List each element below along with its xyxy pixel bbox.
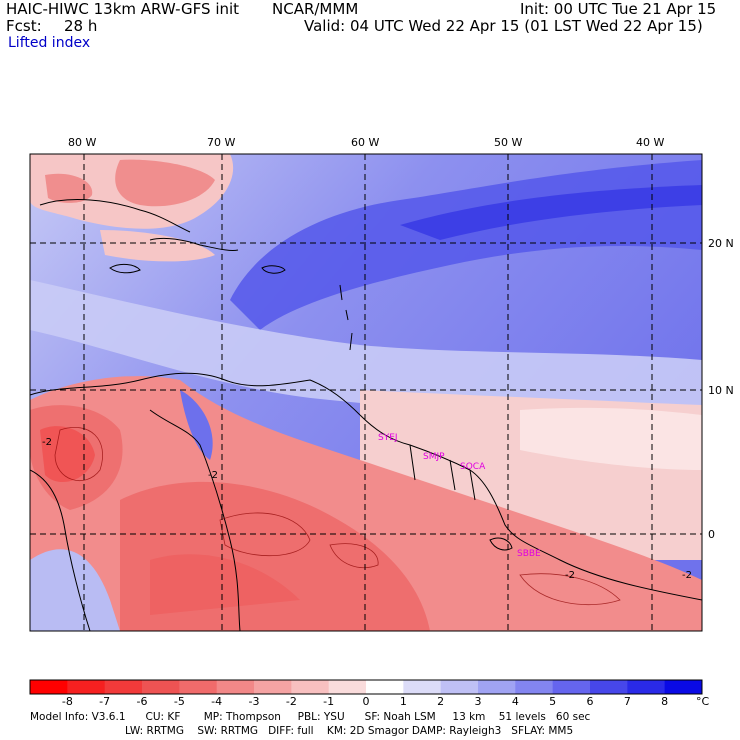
colorbar-swatch (67, 680, 106, 694)
colorbar-tick-label: 1 (399, 695, 407, 708)
colorbar-swatch (30, 680, 68, 694)
colorbar-tick-label: -4 (211, 695, 223, 708)
forecast-label: Fcst: (6, 17, 42, 35)
colorbar-swatch (179, 680, 218, 694)
lat-label: 20 N (708, 237, 734, 250)
colorbar-tick-label: -7 (99, 695, 111, 708)
colorbar-tick-label: 0 (362, 695, 370, 708)
colorbar-swatch (627, 680, 666, 694)
contours (54, 427, 621, 606)
colorbar-swatch (142, 680, 180, 694)
colorbar-swatch (440, 680, 479, 694)
lat-label: 10 N (708, 384, 734, 397)
colorbar-tick-label: -3 (248, 695, 260, 708)
map-frame (29, 153, 703, 632)
lon-label: 70 W (207, 136, 236, 149)
contour-label: -2 (42, 437, 52, 448)
colorbar-tick-label: 4 (511, 695, 519, 708)
colorbar-swatch (552, 680, 591, 694)
lon-label: 40 W (636, 136, 665, 149)
lon-label: 80 W (68, 136, 97, 149)
lon-label: 60 W (351, 136, 380, 149)
colorbar-swatch (328, 680, 367, 694)
colorbar-swatch (664, 680, 703, 694)
colorbar-tick-label: 8 (661, 695, 669, 708)
valid-time: Valid: 04 UTC Wed 22 Apr 15 (01 LST Wed … (304, 17, 703, 35)
lifted-index-field (30, 154, 702, 631)
colorbar-swatch (403, 680, 442, 694)
colorbar-tick-label: 6 (586, 695, 594, 708)
colorbar-tick-label: -2 (285, 695, 297, 708)
forecast-hour: 28 h (64, 17, 98, 35)
product-title: HAIC-HIWC 13km ARW-GFS init (6, 0, 240, 18)
model-info-line1: Model Info: V3.6.1 CU: KF MP: Thompson P… (30, 711, 591, 723)
colorbar-tick-label: 5 (549, 695, 557, 708)
graticule (30, 154, 702, 631)
colorbar-swatch (104, 680, 143, 694)
colorbar-tick-label: -1 (323, 695, 335, 708)
colorbar-unit: °C (696, 695, 710, 708)
colorbar-swatch (515, 680, 554, 694)
colorbar-swatch (291, 680, 330, 694)
station-label: SMJP (423, 452, 445, 462)
colorbar-swatch (366, 680, 404, 694)
colorbar-swatch (590, 680, 628, 694)
colorbar-frame (29, 679, 703, 695)
field-name: Lifted index (8, 35, 91, 51)
lat-label: 0 (708, 528, 715, 541)
contour-label: -2 (682, 570, 692, 581)
station-label: SYEJ (378, 433, 398, 443)
model-info-line2: LW: RRTMG SW: RRTMG DIFF: full KM: 2D Sm… (125, 725, 574, 737)
coastlines (30, 199, 702, 631)
organization-label: NCAR/MMM (272, 0, 359, 18)
colorbar-tick-label: -8 (61, 695, 73, 708)
colorbar-tick-label: 3 (474, 695, 482, 708)
colorbar (29, 679, 703, 695)
colorbar-swatch (216, 680, 255, 694)
station-label: SOCA (460, 462, 486, 472)
colorbar-swatch (254, 680, 292, 694)
colorbar-tick-label: 7 (623, 695, 631, 708)
lon-label: 50 W (494, 136, 523, 149)
colorbar-tick-label: -6 (136, 695, 148, 708)
colorbar-tick-label: -5 (173, 695, 185, 708)
init-time: Init: 00 UTC Tue 21 Apr 15 (520, 0, 717, 18)
station-label: SBBE (517, 549, 541, 559)
contour-label: -2 (565, 570, 575, 581)
colorbar-tick-label: 2 (437, 695, 445, 708)
colorbar-swatch (478, 680, 516, 694)
contour-label: -2 (208, 470, 218, 481)
